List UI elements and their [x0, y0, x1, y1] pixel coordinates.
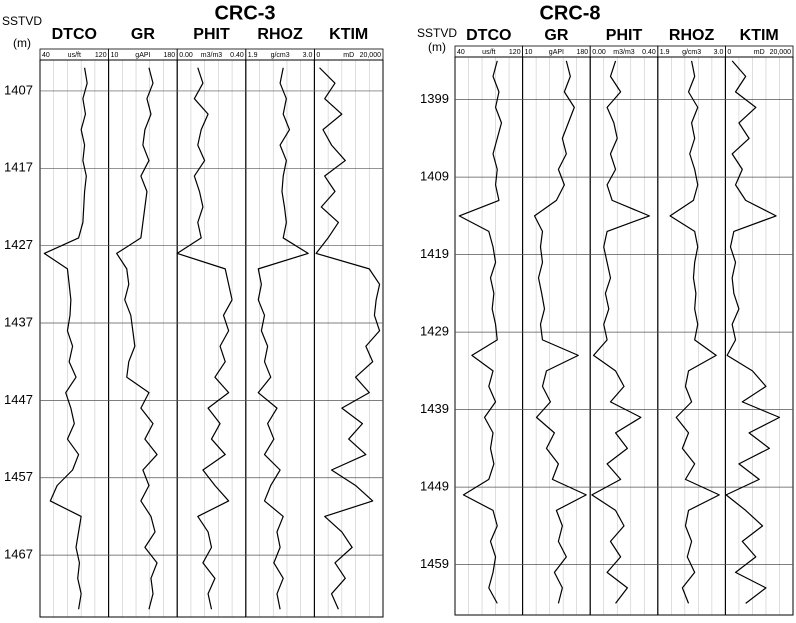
scale-max: 20,000: [360, 52, 382, 59]
track-frame: [313, 59, 384, 618]
log-curve: [43, 67, 88, 610]
log-curve: [257, 67, 309, 610]
depth-axis-unit: (m): [13, 36, 31, 50]
track-frame: [454, 56, 524, 616]
track-frame: [245, 59, 315, 618]
scale-unit: mD: [343, 52, 354, 59]
scale-unit: gAPI: [135, 52, 150, 59]
track-name: PHIT: [606, 27, 643, 44]
scale-min: 0.00: [592, 49, 606, 56]
scale-unit: us/ft: [482, 49, 495, 56]
depth-axis-unit: (m): [428, 40, 446, 54]
depth-axis-label: SSTVD: [417, 26, 457, 40]
scale-max: 180: [577, 49, 589, 56]
log-curve: [725, 60, 781, 604]
depth-tick-label: 1439: [420, 401, 449, 416]
track-name: RHOZ: [669, 27, 715, 44]
scale-max: 3.0: [714, 49, 724, 56]
chart-title: CRC-3: [214, 2, 275, 24]
depth-tick-label: 1407: [4, 82, 33, 97]
scale-min: 10: [525, 49, 533, 56]
depth-tick-label: 1449: [420, 479, 449, 494]
track-name: RHOZ: [257, 26, 303, 43]
track-name: KTIM: [740, 27, 779, 44]
scale-max: 0.40: [230, 52, 244, 59]
scale-min: 0: [727, 49, 731, 56]
track-frame: [724, 56, 794, 616]
depth-tick-label: 1399: [420, 91, 449, 106]
scale-max: 120: [95, 52, 107, 59]
track-frame: [176, 59, 247, 618]
scale-unit: g/cm3: [682, 49, 701, 56]
scale-min: 0: [316, 52, 320, 59]
scale-max: 0.40: [642, 49, 656, 56]
log-curve: [533, 60, 587, 604]
depth-tick-label: 1429: [420, 324, 449, 339]
log-curve: [315, 67, 381, 610]
track-name: PHIT: [193, 26, 230, 43]
log-curve: [591, 60, 650, 604]
track-name: GR: [131, 26, 155, 43]
track-name: GR: [544, 27, 568, 44]
scale-unit: g/cm3: [271, 52, 290, 59]
track-name: DTCO: [466, 27, 511, 44]
track-name: DTCO: [52, 26, 97, 43]
track-frame: [522, 56, 591, 616]
track-frame: [657, 56, 726, 616]
scale-max: 3.0: [303, 52, 313, 59]
depth-tick-label: 1417: [4, 160, 33, 175]
log-curve: [458, 60, 503, 604]
scale-min: 1.9: [248, 52, 258, 59]
log-curve: [116, 67, 158, 610]
scale-max: 20,000: [770, 49, 792, 56]
chart-title: CRC-8: [539, 2, 600, 24]
scale-max: 180: [164, 52, 176, 59]
track-name: KTIM: [329, 26, 368, 43]
depth-tick-label: 1437: [4, 314, 33, 329]
scale-unit: mD: [754, 49, 765, 56]
depth-axis-label: SSTVD: [2, 14, 42, 28]
scale-min: 1.9: [660, 49, 670, 56]
scale-unit: gAPI: [549, 49, 564, 56]
depth-tick-label: 1457: [4, 469, 33, 484]
track-frame: [589, 56, 659, 616]
depth-tick-label: 1427: [4, 237, 33, 252]
scale-unit: m3/m3: [201, 52, 223, 59]
depth-tick-label: 1419: [420, 246, 449, 261]
track-frame: [39, 59, 110, 618]
scale-min: 40: [42, 52, 50, 59]
depth-tick-label: 1459: [420, 556, 449, 571]
depth-tick-label: 1447: [4, 392, 33, 407]
depth-tick-label: 1409: [420, 169, 449, 184]
scale-max: 120: [509, 49, 521, 56]
log-curve: [669, 60, 720, 604]
scale-unit: us/ft: [68, 52, 81, 59]
scale-min: 0.00: [179, 52, 193, 59]
scale-unit: m3/m3: [613, 49, 635, 56]
depth-tick-label: 1467: [4, 547, 33, 562]
scale-min: 40: [457, 49, 465, 56]
scale-min: 10: [111, 52, 119, 59]
log-curve: [176, 67, 233, 610]
